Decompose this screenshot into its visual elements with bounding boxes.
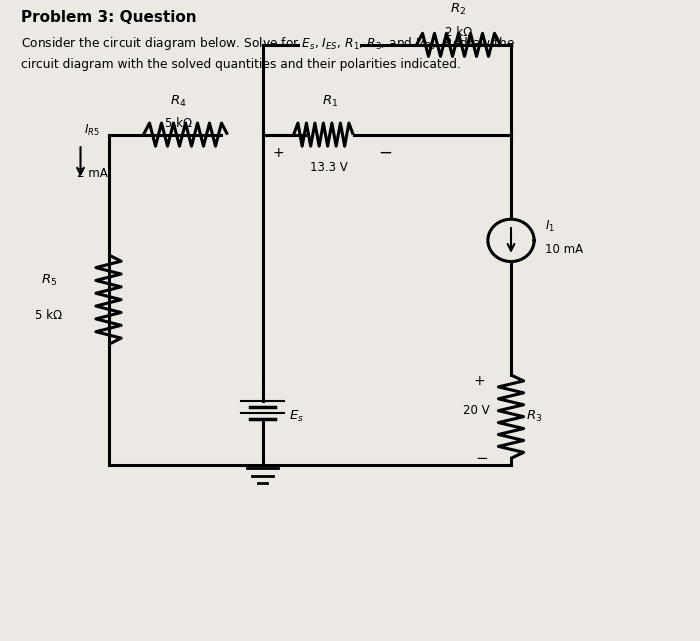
Text: $R_1$: $R_1$ (322, 94, 339, 109)
Text: $I_1$: $I_1$ (545, 219, 554, 234)
Text: $R_2$: $R_2$ (450, 2, 467, 17)
Text: +: + (474, 374, 485, 388)
Text: Consider the circuit diagram below. Solve for $E_s$, $I_{ES}$, $R_1$, $R_3$, and: Consider the circuit diagram below. Solv… (21, 35, 515, 53)
Text: $R_5$: $R_5$ (41, 273, 57, 288)
Text: $R_4$: $R_4$ (170, 94, 187, 109)
Text: $E_s$: $E_s$ (289, 409, 304, 424)
Text: 2 mA: 2 mA (77, 167, 108, 179)
Text: $R_3$: $R_3$ (526, 409, 542, 424)
Text: 2 kΩ: 2 kΩ (445, 26, 472, 38)
Text: $I_{R5}$: $I_{R5}$ (84, 122, 99, 138)
Text: 13.3 V: 13.3 V (310, 162, 348, 174)
Text: 10 mA: 10 mA (545, 244, 582, 256)
Text: −: − (475, 451, 488, 466)
Text: +: + (272, 146, 284, 160)
Text: 20 V: 20 V (463, 404, 489, 417)
Text: −: − (378, 144, 392, 162)
Text: 5 kΩ: 5 kΩ (36, 309, 62, 322)
Text: circuit diagram with the solved quantities and their polarities indicated.: circuit diagram with the solved quantiti… (21, 58, 461, 71)
Text: Problem 3: Question: Problem 3: Question (21, 10, 197, 24)
Text: 5 kΩ: 5 kΩ (165, 117, 192, 129)
